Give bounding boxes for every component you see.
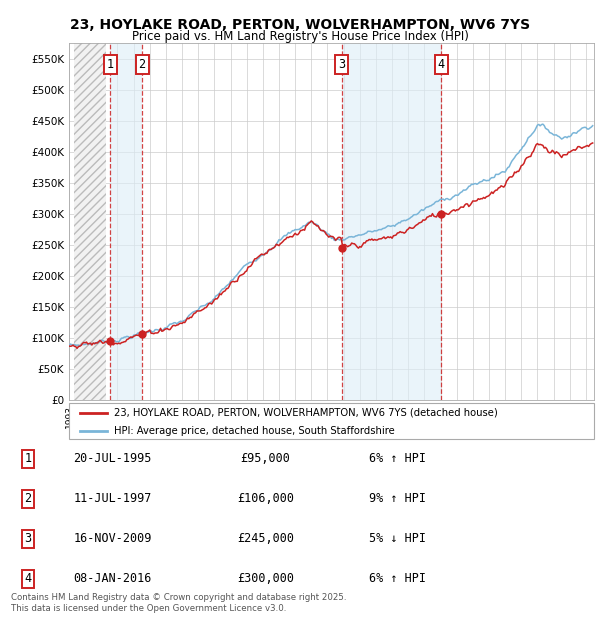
Text: 2: 2 [25, 492, 32, 505]
Text: 2: 2 [139, 58, 146, 71]
Text: 4: 4 [25, 572, 32, 585]
Bar [110, 43, 142, 400]
Text: 3: 3 [338, 58, 345, 71]
Text: 4: 4 [437, 58, 445, 71]
Text: HPI: Average price, detached house, South Staffordshire: HPI: Average price, detached house, Sout… [113, 426, 394, 436]
Text: 3: 3 [25, 533, 32, 546]
Text: 16-NOV-2009: 16-NOV-2009 [74, 533, 152, 546]
Text: Price paid vs. HM Land Registry's House Price Index (HPI): Price paid vs. HM Land Registry's House … [131, 30, 469, 43]
Text: 11-JUL-1997: 11-JUL-1997 [74, 492, 152, 505]
Text: 20-JUL-1995: 20-JUL-1995 [74, 453, 152, 466]
Text: £300,000: £300,000 [237, 572, 294, 585]
Text: 23, HOYLAKE ROAD, PERTON, WOLVERHAMPTON, WV6 7YS (detached house): 23, HOYLAKE ROAD, PERTON, WOLVERHAMPTON,… [113, 408, 497, 418]
Text: £245,000: £245,000 [237, 533, 294, 546]
Text: 9% ↑ HPI: 9% ↑ HPI [370, 492, 427, 505]
Bar [74, 43, 106, 400]
Text: 5% ↓ HPI: 5% ↓ HPI [370, 533, 427, 546]
Text: £95,000: £95,000 [241, 453, 290, 466]
Bar [341, 43, 441, 400]
Text: 08-JAN-2016: 08-JAN-2016 [74, 572, 152, 585]
Text: 6% ↑ HPI: 6% ↑ HPI [370, 572, 427, 585]
Text: £106,000: £106,000 [237, 492, 294, 505]
Text: 1: 1 [107, 58, 114, 71]
Text: 6% ↑ HPI: 6% ↑ HPI [370, 453, 427, 466]
Text: 1: 1 [25, 453, 32, 466]
Text: 23, HOYLAKE ROAD, PERTON, WOLVERHAMPTON, WV6 7YS: 23, HOYLAKE ROAD, PERTON, WOLVERHAMPTON,… [70, 18, 530, 32]
Text: Contains HM Land Registry data © Crown copyright and database right 2025.
This d: Contains HM Land Registry data © Crown c… [11, 593, 346, 613]
